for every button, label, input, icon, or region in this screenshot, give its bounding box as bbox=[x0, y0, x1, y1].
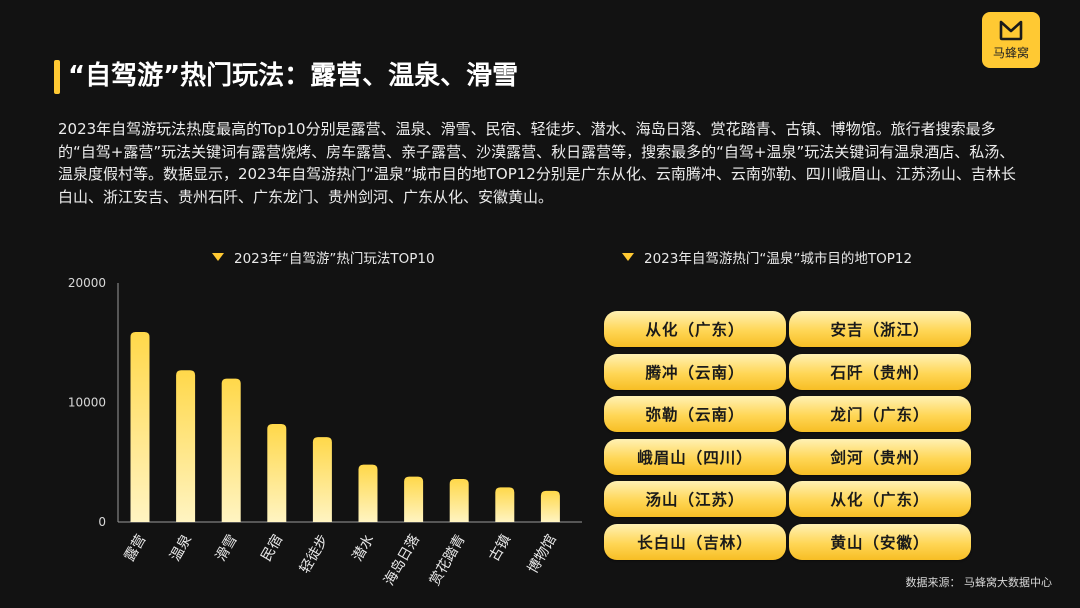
x-tick-label: 露营 bbox=[122, 532, 150, 564]
x-tick-label: 温泉 bbox=[166, 532, 195, 565]
description-paragraph: 2023年自驾游玩法热度最高的Top10分别是露营、温泉、滑雪、民宿、轻徒步、潜… bbox=[58, 120, 1016, 206]
city-pill: 腾冲（云南） bbox=[604, 353, 786, 390]
city-pill: 长白山（吉林） bbox=[604, 524, 786, 560]
city-pill: 石阡（贵州） bbox=[789, 353, 971, 390]
bar bbox=[176, 370, 196, 522]
city-pill: 从化（广东） bbox=[789, 481, 971, 518]
bar bbox=[130, 331, 150, 522]
x-tick-label: 滑雪 bbox=[212, 532, 241, 565]
x-tick-label: 海岛日落 bbox=[381, 532, 423, 588]
mafengwo-m-icon bbox=[999, 20, 1023, 41]
x-tick-label: 博物馆 bbox=[524, 532, 560, 577]
city-pill: 汤山（江苏） bbox=[604, 481, 786, 518]
city-pill: 龙门（广东） bbox=[789, 396, 971, 433]
x-tick-label: 轻徒步 bbox=[297, 532, 332, 576]
page-title: “自驾游”热门玩法：露营、温泉、滑雪 bbox=[68, 61, 519, 91]
bar bbox=[267, 424, 287, 522]
bar bbox=[221, 378, 241, 522]
brand-logo: 马蜂窝 bbox=[982, 12, 1040, 68]
bar bbox=[495, 487, 515, 522]
bar bbox=[540, 490, 560, 522]
x-tick-label: 民宿 bbox=[258, 532, 287, 565]
bar-chart-title-text: 2023年“自驾游”热门玩法TOP10 bbox=[234, 251, 435, 267]
y-tick-label: 20000 bbox=[68, 276, 106, 290]
brand-name: 马蜂窝 bbox=[992, 46, 1029, 60]
x-tick-label: 潜水 bbox=[350, 532, 378, 564]
bar bbox=[404, 476, 424, 522]
city-pill: 剑河（贵州） bbox=[789, 438, 971, 475]
city-pill: 从化（广东） bbox=[604, 311, 786, 347]
city-pill: 安吉（浙江） bbox=[789, 311, 971, 347]
bar bbox=[312, 437, 332, 522]
title-accent-bar bbox=[54, 60, 60, 94]
y-tick-label: 0 bbox=[98, 515, 106, 529]
bar bbox=[358, 464, 378, 522]
x-tick-label: 赏花踏青 bbox=[427, 532, 469, 588]
bar-chart-title: 2023年“自驾游”热门玩法TOP10 bbox=[212, 247, 435, 267]
city-pill: 黄山（安徽） bbox=[789, 524, 971, 560]
data-source: 数据来源： 马蜂窝大数据中心 bbox=[905, 576, 1053, 589]
table-title-text: 2023年自驾游热门“温泉”城市目的地TOP12 bbox=[644, 251, 913, 267]
x-tick-label: 古镇 bbox=[486, 532, 514, 564]
bar bbox=[449, 478, 469, 522]
bar-chart: 0 10000 20000 露营 温泉 滑雪 民宿 轻徒步 潜水 海岛日落 赏花踏青 古镇 博物馆 bbox=[68, 276, 582, 588]
city-pill: 弥勒（云南） bbox=[604, 396, 786, 433]
triangle-down-icon bbox=[212, 253, 224, 261]
triangle-down-icon bbox=[622, 253, 634, 261]
city-pill: 峨眉山（四川） bbox=[604, 438, 786, 475]
y-tick-label: 10000 bbox=[68, 396, 106, 410]
table-title: 2023年自驾游热门“温泉”城市目的地TOP12 bbox=[622, 247, 912, 267]
